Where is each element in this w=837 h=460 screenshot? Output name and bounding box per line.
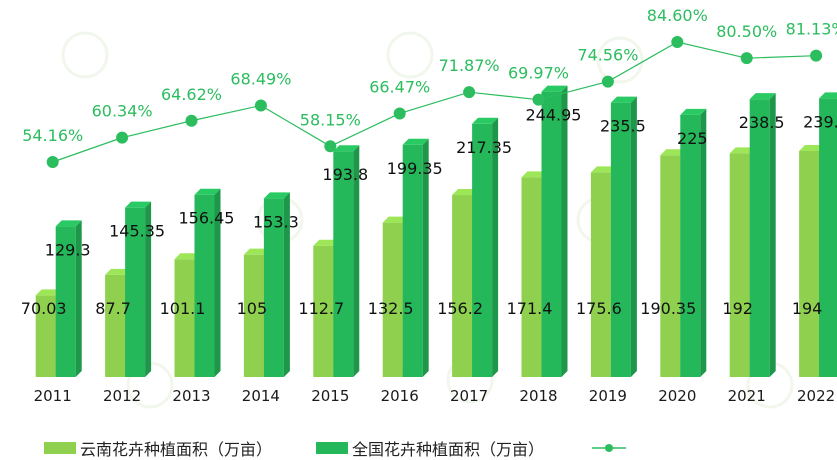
- watermark-icon: [386, 31, 434, 79]
- x-tick-2012: 2012: [103, 387, 141, 405]
- x-tick-2019: 2019: [589, 387, 627, 405]
- ratio-label-2022: 81.13%: [786, 20, 837, 39]
- x-tick-2022: 2022: [797, 387, 835, 405]
- bars-layer: [35, 85, 837, 378]
- data-label-yunnan-2019: 175.6: [576, 299, 622, 318]
- ratio-point-2013: [185, 114, 198, 127]
- data-label-yunnan-2014: 105: [237, 299, 268, 318]
- x-tick-2018: 2018: [519, 387, 557, 405]
- ratio-point-2016: [393, 107, 406, 120]
- data-label-national-2015: 193.8: [322, 165, 368, 184]
- ratio-label-2016: 66.47%: [369, 77, 430, 96]
- watermark-icon: [596, 36, 644, 84]
- ratio-label-2014: 68.49%: [230, 70, 291, 89]
- ratio-point-2012: [116, 131, 129, 144]
- ratio-point-2014: [254, 99, 267, 112]
- ratio-label-2012: 60.34%: [92, 102, 153, 121]
- ratio-label-2018: 69.97%: [508, 64, 569, 83]
- ratio-label-2011: 54.16%: [22, 126, 83, 145]
- bar-national-2018: [541, 85, 568, 378]
- labels-layer: 70.03 129.3 87.7 145.35 101.1 156.45 105 153.3 1…: [21, 106, 837, 318]
- data-label-yunnan-2018: 171.4: [507, 299, 553, 318]
- x-tick-2015: 2015: [311, 387, 349, 405]
- data-label-national-2017: 217.35: [456, 138, 512, 157]
- data-label-national-2014: 153.3: [253, 212, 299, 231]
- ratio-label-2013: 64.62%: [161, 85, 222, 104]
- data-label-yunnan-2022: 194: [792, 299, 823, 318]
- ratio-point-2017: [463, 86, 476, 99]
- data-label-yunnan-2015: 112.7: [298, 299, 344, 318]
- bar-national-2014: [263, 192, 290, 377]
- ratio-label-2021: 80.50%: [716, 22, 777, 41]
- bar-national-2022: [819, 92, 837, 377]
- data-label-national-2016: 199.35: [387, 159, 443, 178]
- bar-national-2020: [680, 108, 707, 377]
- data-label-national-2011: 129.3: [45, 240, 91, 259]
- bar-national-2019: [610, 96, 637, 377]
- x-tick-2013: 2013: [172, 387, 210, 405]
- ratio-point-2018: [532, 93, 545, 106]
- legend-line-icon: [592, 444, 626, 452]
- line-layer: 54.16% 60.34% 64.62% 68.49% 58.15% 66.47% 71.8…: [22, 6, 837, 168]
- ratio-point-2021: [740, 52, 753, 65]
- legend-swatch-national: [316, 442, 348, 454]
- x-tick-2017: 2017: [450, 387, 488, 405]
- legend-swatch-yunnan: [44, 442, 76, 454]
- bar-national-2021: [749, 93, 776, 378]
- ratio-label-2015: 58.15%: [300, 110, 361, 129]
- bar-national-2015: [333, 145, 360, 377]
- ratio-line: [52, 41, 817, 163]
- bar-national-2016: [402, 138, 429, 377]
- ratio-point-2019: [601, 75, 614, 88]
- data-label-yunnan-2012: 87.7: [95, 299, 131, 318]
- data-label-national-2018: 244.95: [526, 106, 582, 125]
- data-label-national-2013: 156.45: [179, 209, 235, 228]
- bar-national-2013: [194, 188, 221, 377]
- data-label-national-2021: 238.5: [739, 113, 785, 132]
- x-axis: 2011 2012 2013 2014 2015 2016 2017 2018 2019 2020…: [34, 387, 836, 405]
- ratio-label-2020: 84.60%: [647, 6, 708, 25]
- legend-item-yunnan: 云南花卉种植面积（万亩）: [44, 436, 272, 460]
- ratio-label-2019: 74.56%: [577, 46, 638, 65]
- x-tick-2021: 2021: [728, 387, 766, 405]
- watermark-icon: [61, 31, 109, 79]
- bar-national-2017: [472, 117, 499, 378]
- x-tick-2016: 2016: [381, 387, 419, 405]
- x-tick-2020: 2020: [658, 387, 696, 405]
- ratio-point-2011: [46, 156, 59, 168]
- bar-national-2012: [125, 201, 152, 377]
- ratio-point-2022: [810, 49, 823, 62]
- data-label-yunnan-2016: 132.5: [368, 299, 414, 318]
- data-label-yunnan-2013: 101.1: [160, 299, 206, 318]
- ratio-point-2020: [671, 36, 684, 48]
- data-label-national-2020: 225: [677, 129, 708, 148]
- bar-national-2011: [55, 220, 82, 377]
- data-label-yunnan-2011: 70.03: [21, 299, 67, 318]
- legend-label-yunnan: 云南花卉种植面积（万亩）: [80, 440, 273, 459]
- legend-label-national: 全国花卉种植面积（万亩）: [352, 440, 545, 459]
- ratio-label-2017: 71.87%: [439, 56, 500, 75]
- ratio-point-2015: [324, 140, 337, 153]
- legend: 云南花卉种植面积（万亩） 全国花卉种植面积（万亩）: [0, 432, 837, 460]
- data-label-yunnan-2020: 190.35: [640, 299, 696, 318]
- data-label-yunnan-2017: 156.2: [437, 299, 483, 318]
- data-label-national-2012: 145.35: [109, 222, 165, 241]
- data-label-national-2019: 235.5: [600, 117, 646, 136]
- x-tick-2011: 2011: [34, 387, 72, 405]
- legend-item-national: 全国花卉种植面积（万亩）: [316, 436, 544, 460]
- data-label-yunnan-2021: 192: [722, 299, 753, 318]
- data-label-national-2022: 239.12: [803, 112, 837, 131]
- x-tick-2014: 2014: [242, 387, 280, 405]
